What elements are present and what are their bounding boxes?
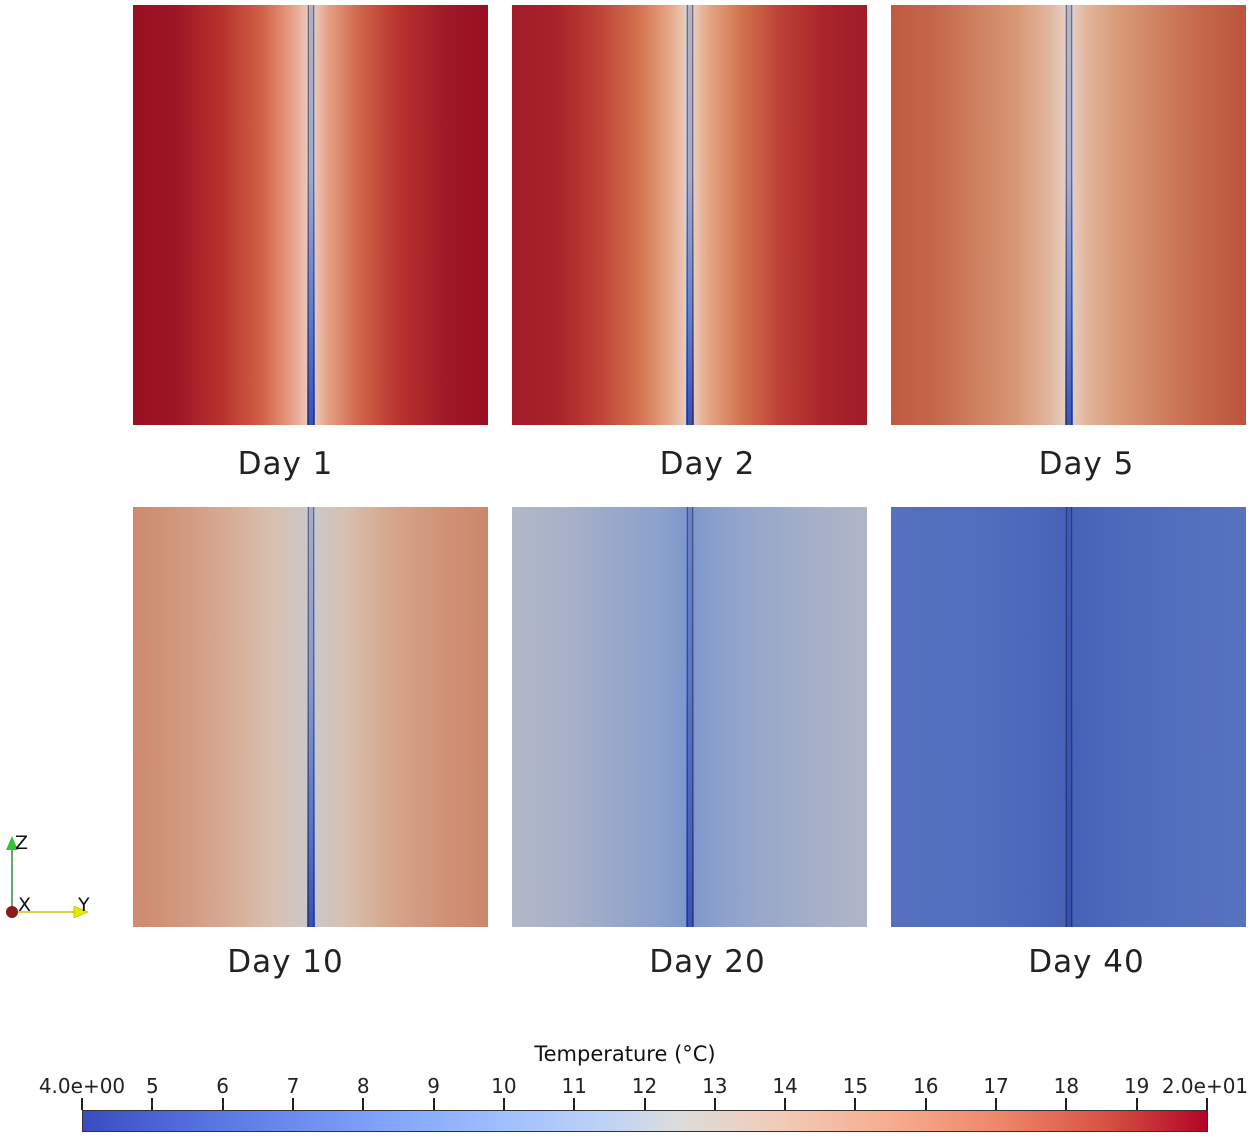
- panel-caption: Day 5: [1038, 446, 1135, 482]
- colorbar-tick-label: 8: [356, 1074, 370, 1098]
- colorbar-tick-label: 7: [286, 1074, 300, 1098]
- panel-right-field: [310, 5, 488, 425]
- colorbar-tick: [995, 1098, 998, 1110]
- colorbar-title: Temperature (°C): [534, 1042, 716, 1066]
- panel-right-field: [310, 507, 488, 927]
- colorbar-tick: [432, 1098, 435, 1110]
- panel-caption: Day 40: [1028, 944, 1145, 980]
- axis-y-label: Y: [78, 894, 90, 916]
- colorbar-tick: [1065, 1098, 1068, 1110]
- colorbar-tick: [81, 1098, 83, 1110]
- colorbar-tick-label: 16: [913, 1074, 939, 1098]
- panel-left-field: [133, 5, 311, 425]
- colorbar-tick: [784, 1098, 787, 1110]
- panel-right-field: [689, 5, 867, 425]
- panel-caption: Day 1: [237, 446, 334, 482]
- fracture-line: [685, 507, 694, 927]
- temperature-panel: [512, 507, 867, 927]
- axis-z-label: Z: [15, 832, 29, 854]
- colorbar-tick-label: 4.0e+00: [38, 1074, 126, 1098]
- fracture-line: [685, 5, 694, 425]
- colorbar-tick: [643, 1098, 646, 1110]
- panel-left-field: [891, 5, 1069, 425]
- colorbar-tick-label: 9: [427, 1074, 440, 1098]
- panel-right-field: [1068, 507, 1246, 927]
- panel-caption: Day 20: [649, 944, 766, 980]
- colorbar-tick-label: 15: [842, 1074, 869, 1098]
- fracture-line: [1064, 507, 1073, 927]
- panel-caption: Day 2: [659, 446, 756, 482]
- colorbar-tick: [221, 1098, 224, 1110]
- panel-left-field: [133, 507, 311, 927]
- colorbar-title-wrap: Temperature (°C): [0, 1042, 1250, 1066]
- colorbar-tick: [291, 1098, 294, 1110]
- colorbar-tick-label: 10: [491, 1074, 517, 1098]
- temperature-panel: [133, 5, 488, 425]
- axes-triad-icon: [6, 836, 89, 919]
- panel-left-field: [891, 507, 1069, 927]
- colorbar-tick: [502, 1098, 505, 1110]
- fracture-line: [306, 507, 315, 927]
- panel-right-field: [689, 507, 867, 927]
- colorbar-tick: [573, 1098, 576, 1110]
- temperature-panel: [891, 5, 1246, 425]
- colorbar-tick: [362, 1098, 365, 1110]
- temperature-panel: [891, 507, 1246, 927]
- colorbar-tick-label: 11: [561, 1074, 587, 1098]
- fracture-line: [1064, 5, 1073, 425]
- temperature-panel: [133, 507, 488, 927]
- fracture-line: [306, 5, 315, 425]
- axis-x-label: X: [18, 894, 32, 916]
- panel-left-field: [512, 5, 690, 425]
- panel-left-field: [512, 507, 690, 927]
- colorbar-tick-label: 12: [631, 1074, 658, 1098]
- colorbar-tick: [151, 1098, 154, 1110]
- orientation-axes: Z X Y: [0, 830, 110, 930]
- panel-right-field: [1068, 5, 1246, 425]
- colorbar: [82, 1110, 1208, 1132]
- colorbar-tick-label: 14: [772, 1074, 798, 1098]
- colorbar-tick-label: 17: [983, 1074, 1009, 1098]
- colorbar-tick: [924, 1098, 927, 1110]
- colorbar-tick-label: 13: [702, 1074, 728, 1098]
- colorbar-tick-label: 18: [1053, 1074, 1080, 1098]
- colorbar-tick-label: 2.0e+01: [1161, 1074, 1249, 1098]
- colorbar-tick-label: 6: [216, 1074, 229, 1098]
- colorbar-tick: [713, 1098, 716, 1110]
- colorbar-tick: [854, 1098, 857, 1110]
- colorbar-tick: [1135, 1098, 1138, 1110]
- colorbar-tick-label: 5: [145, 1074, 159, 1098]
- colorbar-tick: [1206, 1098, 1208, 1110]
- panel-caption: Day 10: [227, 944, 344, 980]
- temperature-panel: [512, 5, 867, 425]
- colorbar-tick-label: 19: [1123, 1074, 1150, 1098]
